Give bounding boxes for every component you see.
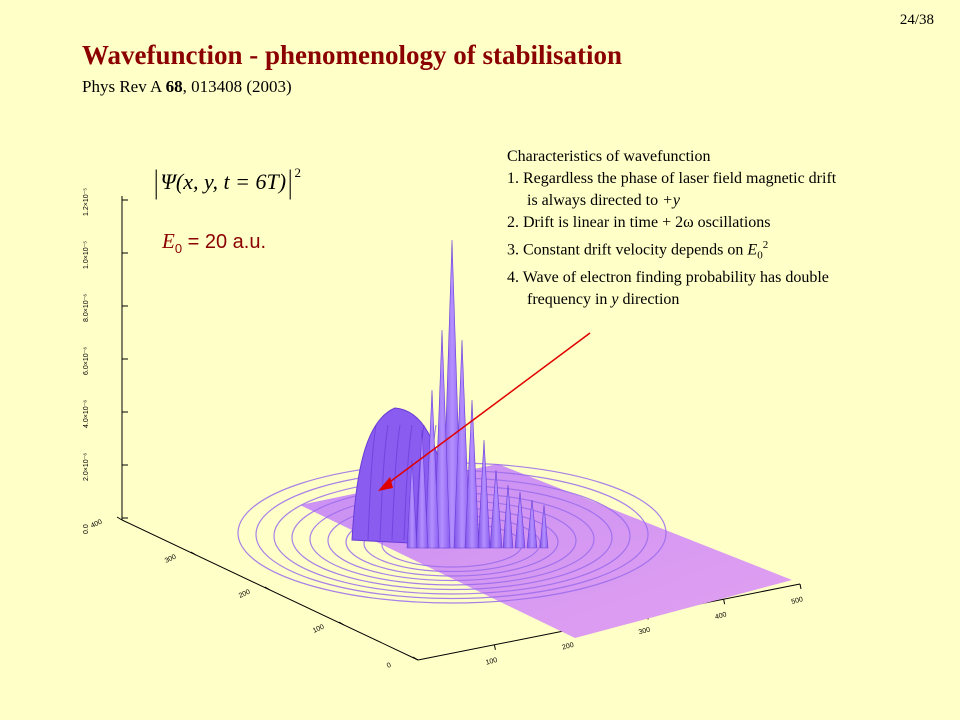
annotation-arrowhead: [378, 477, 393, 491]
y-tick-label: 200: [238, 588, 252, 599]
y-tick-mark: [264, 586, 271, 591]
surface-spike: [539, 504, 549, 549]
x-tick-mark: [799, 583, 802, 590]
field-symbol: E: [162, 229, 175, 253]
y-tick-mark: [412, 656, 419, 661]
y-tick-label: 400: [90, 518, 104, 529]
surface-spike: [489, 469, 503, 549]
field-strength-label: E0 = 20 a.u.: [162, 229, 266, 256]
hump-ridge: [379, 424, 389, 541]
reference-suffix: , 013408 (2003): [182, 77, 292, 96]
surface-spike: [424, 389, 440, 549]
surface-spike: [477, 439, 491, 549]
surface-spike: [433, 329, 451, 549]
z-tick-label: 6.0×10⁻⁶: [83, 347, 90, 375]
surface-spike: [406, 459, 418, 549]
x-tick-mark: [723, 599, 726, 605]
list-item-emphasis: E: [747, 241, 758, 259]
paper-reference: Phys Rev A 68, 013408 (2003): [82, 77, 292, 97]
hump-ridge: [367, 424, 377, 541]
y-axis-ticks: 0 100 200 300 400: [90, 516, 419, 670]
list-item-subscript: 0: [757, 249, 763, 262]
surface-spikes: [406, 239, 549, 549]
list-item-text: is always directed to: [527, 192, 663, 209]
surface-spike: [415, 429, 429, 549]
slide-number: 24/38: [899, 12, 934, 28]
list-item-continuation: frequency in y direction: [507, 289, 947, 311]
x-tick-label: 400: [714, 611, 727, 621]
list-item-continuation: is always directed to +y: [507, 190, 947, 212]
surface-spike: [526, 499, 538, 549]
list-item-text: 3. Constant drift velocity depends on: [507, 241, 748, 259]
surface-spike: [453, 339, 471, 549]
list-item: 3. Constant drift velocity depends on E0…: [507, 234, 947, 267]
field-subscript: 0: [174, 241, 183, 256]
list-item-text: frequency in: [527, 290, 612, 308]
list-item: 1. Regardless the phase of laser field m…: [507, 170, 837, 187]
slide-title: Wavefunction - phenomenology of stabilis…: [82, 40, 623, 70]
z-tick-label: 8.0×10⁻⁶: [83, 294, 90, 322]
hump-ridge: [415, 424, 425, 541]
surface-spike: [464, 399, 480, 549]
z-tick-label: 4.0×10⁻⁶: [83, 400, 90, 428]
z-tick-label: 1.2×10⁻⁵: [83, 188, 90, 216]
x-tick-mark: [493, 644, 496, 650]
list-item-superscript: 2: [762, 239, 769, 251]
x-tick-label: 200: [562, 642, 575, 652]
x-tick-label: 100: [485, 657, 498, 667]
formula-psi: Ψ(x, y, t = 6T): [160, 169, 287, 194]
characteristics-list: Characteristics of wavefunction 1. Regar…: [507, 146, 947, 311]
y-tick-label: 100: [312, 623, 326, 634]
characteristics-heading: Characteristics of wavefunction: [507, 148, 711, 165]
reference-volume: 68: [165, 77, 183, 96]
y-tick-mark: [190, 551, 197, 556]
y-tick-mark: [116, 516, 123, 521]
x-tick-label: 300: [638, 627, 651, 637]
list-item-text: direction: [618, 290, 680, 308]
field-value: = 20 a.u.: [182, 231, 267, 253]
y-tick-mark: [338, 621, 345, 626]
surface-spike: [514, 491, 526, 549]
z-tick-label: 2.0×10⁻⁶: [83, 453, 90, 481]
hump-ridge: [403, 424, 413, 541]
hump-ridge: [391, 424, 401, 541]
surface-spike: [502, 484, 514, 549]
list-item-emphasis: +y: [662, 192, 680, 209]
z-tick-label: 1.0×10⁻⁵: [83, 241, 90, 269]
x-tick-label: 500: [791, 596, 804, 606]
z-axis-ticks: 0.0 2.0×10⁻⁶ 4.0×10⁻⁶ 6.0×10⁻⁶ 8.0×10⁻⁶ 1.0×1…: [83, 188, 128, 534]
y-tick-label: 300: [164, 553, 178, 564]
z-tick-label: 0.0: [83, 524, 90, 534]
list-item: 4. Wave of electron finding probability …: [507, 268, 829, 286]
list-item: 2. Drift is linear in time + 2ω oscillat…: [507, 214, 771, 231]
annotation-arrow: [382, 332, 591, 488]
wavefunction-formula: |Ψ(x, y, t = 6T)| 2: [154, 162, 301, 201]
formula-power: 2: [294, 165, 301, 180]
list-item-emphasis: y: [611, 290, 619, 308]
reference-prefix: Phys Rev A: [82, 77, 166, 96]
y-tick-label: 0: [386, 662, 393, 670]
